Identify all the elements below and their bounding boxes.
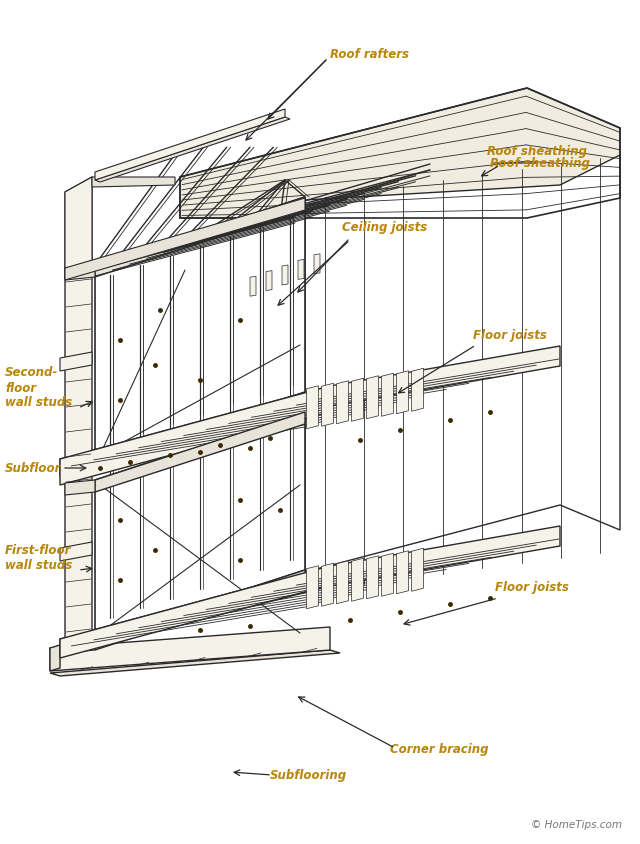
Polygon shape (95, 197, 305, 277)
Polygon shape (65, 480, 95, 495)
Polygon shape (95, 109, 285, 180)
Polygon shape (298, 259, 304, 279)
Polygon shape (381, 373, 394, 416)
Polygon shape (60, 542, 92, 561)
Polygon shape (65, 265, 95, 280)
Text: © HomeTips.com: © HomeTips.com (531, 820, 622, 830)
Polygon shape (60, 526, 560, 656)
Polygon shape (351, 378, 364, 421)
Polygon shape (50, 650, 340, 676)
Polygon shape (381, 554, 394, 596)
Polygon shape (95, 412, 305, 638)
Polygon shape (412, 368, 424, 411)
Polygon shape (367, 376, 378, 419)
Polygon shape (307, 565, 319, 609)
Polygon shape (321, 383, 333, 426)
Polygon shape (266, 271, 272, 290)
Text: Roof sheathing: Roof sheathing (490, 156, 590, 170)
Polygon shape (60, 346, 560, 476)
Polygon shape (250, 276, 256, 296)
Polygon shape (95, 412, 305, 492)
Polygon shape (95, 570, 305, 650)
Polygon shape (282, 265, 288, 285)
Polygon shape (337, 560, 349, 603)
Polygon shape (180, 88, 620, 218)
Polygon shape (321, 563, 333, 606)
Polygon shape (65, 177, 92, 268)
Polygon shape (95, 117, 290, 182)
Polygon shape (50, 627, 330, 671)
Polygon shape (65, 177, 92, 645)
Polygon shape (50, 645, 60, 671)
Polygon shape (65, 638, 95, 653)
Text: Subflooring: Subflooring (270, 769, 347, 782)
Polygon shape (397, 551, 408, 593)
Polygon shape (305, 155, 620, 572)
Text: Subfloor: Subfloor (5, 462, 61, 474)
Polygon shape (351, 558, 364, 601)
Polygon shape (367, 555, 378, 598)
Polygon shape (60, 386, 330, 485)
Text: Roof sheathing: Roof sheathing (487, 145, 587, 158)
Polygon shape (95, 197, 305, 460)
Polygon shape (60, 566, 330, 658)
Text: First-floor
wall studs: First-floor wall studs (5, 544, 72, 572)
Polygon shape (307, 386, 319, 429)
Polygon shape (397, 371, 408, 414)
Polygon shape (314, 254, 320, 273)
Text: Second-
floor
wall studs: Second- floor wall studs (5, 366, 72, 409)
Text: Roof rafters: Roof rafters (330, 48, 409, 62)
Polygon shape (337, 381, 349, 424)
Text: Ceiling joists: Ceiling joists (342, 221, 428, 235)
Text: Floor joists: Floor joists (495, 582, 569, 594)
Text: Floor joists: Floor joists (473, 329, 547, 343)
Text: Corner bracing: Corner bracing (390, 744, 488, 756)
Polygon shape (60, 352, 92, 371)
Polygon shape (65, 198, 305, 280)
Polygon shape (412, 549, 424, 592)
Polygon shape (92, 177, 175, 187)
